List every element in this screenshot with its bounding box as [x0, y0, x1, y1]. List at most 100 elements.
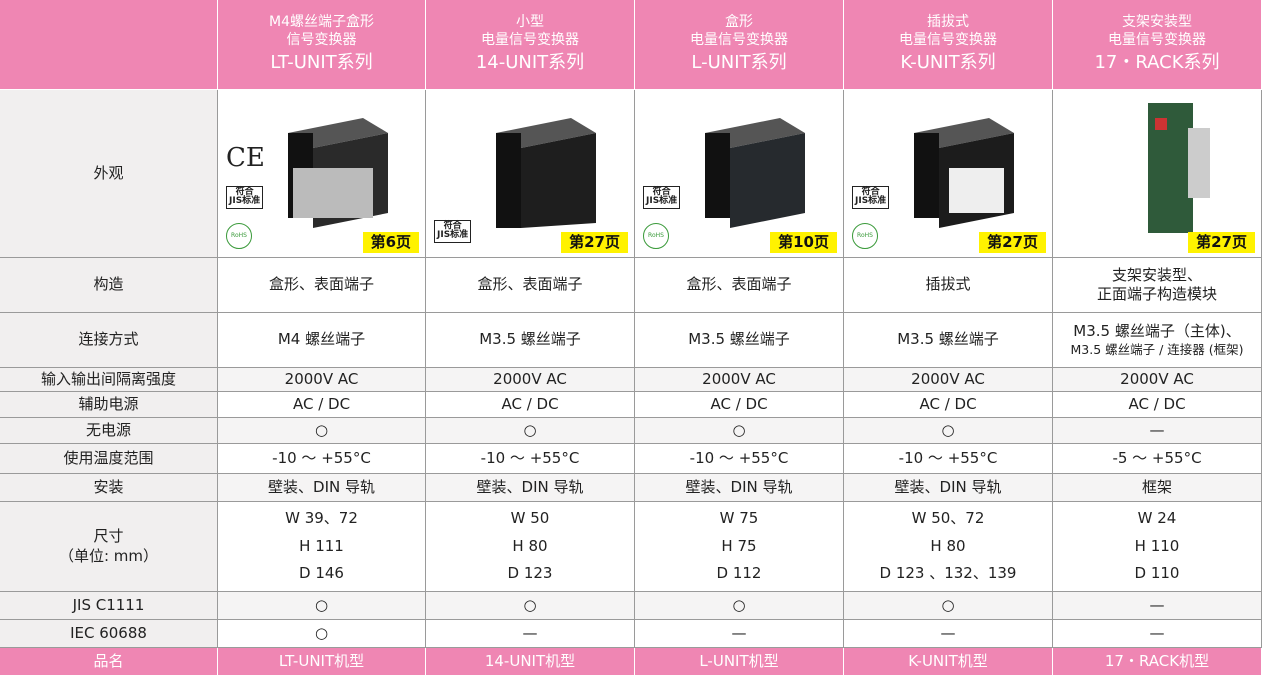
data-cell: -5 ～ +55°C	[1053, 444, 1262, 474]
cell-text: M3.5 螺丝端子（主体)、	[1073, 322, 1241, 341]
label-text: 尺寸	[93, 527, 124, 545]
data-cell: ○	[844, 592, 1053, 620]
column-title: M4螺丝端子盒形	[269, 13, 374, 30]
data-cell: 2000V AC	[218, 368, 426, 392]
cell-text: 2000V AC	[284, 369, 359, 388]
column-series: 17・RACK系列	[1094, 52, 1220, 74]
cell-text: ○	[314, 420, 329, 439]
data-cell: 2000V AC	[635, 368, 844, 392]
data-cell: 壁装、DIN 导轨	[844, 474, 1053, 502]
cell-text: M3.5 螺丝端子	[479, 330, 581, 349]
data-cell: 壁装、DIN 导轨	[635, 474, 844, 502]
cell-text: -10 ～ +55°C	[689, 448, 789, 467]
data-cell: -10 ～ +55°C	[218, 444, 426, 474]
data-cell: 框架	[1053, 474, 1262, 502]
row-label: 使用温度范围	[0, 444, 218, 474]
data-cell: ○	[426, 592, 635, 620]
data-cell: M3.5 螺丝端子	[426, 313, 635, 368]
column-title: 盒形	[725, 13, 753, 30]
cell-text: 壁装、DIN 导轨	[894, 477, 1002, 496]
column-title: 信号变换器	[286, 32, 357, 49]
footer-label: 品名	[0, 648, 218, 676]
cell-text: -5 ～ +55°C	[1112, 448, 1202, 467]
data-cell: 壁装、DIN 导轨	[218, 474, 426, 502]
row-label: 辅助电源	[0, 392, 218, 418]
label-text: 辅助电源	[78, 394, 139, 413]
label-text: JIS C1111	[72, 595, 145, 614]
row-label: 输入输出间隔离强度	[0, 368, 218, 392]
column-title: 电量信号变换器	[1108, 32, 1206, 49]
rohs-mark: RoHS	[852, 223, 878, 249]
cell-text: 壁装、DIN 导轨	[268, 477, 375, 496]
cell-text: -10 ～ +55°C	[272, 448, 371, 467]
cell-text: M3.5 螺丝端子	[897, 330, 999, 349]
column-title: 电量信号变换器	[899, 32, 997, 49]
data-cell: 插拔式	[844, 258, 1053, 313]
footer-cell: L-UNIT机型	[635, 648, 844, 676]
column-title: 电量信号变换器	[481, 32, 579, 49]
page-ref: 第27页	[561, 231, 628, 253]
cell-text: —	[522, 623, 538, 642]
cell-text: D 110	[1134, 564, 1180, 583]
cell-text: ○	[941, 595, 955, 614]
column-header: 小型 电量信号变换器 14-UNIT系列	[426, 0, 635, 90]
data-cell: ○	[635, 592, 844, 620]
cell-text: M3.5 螺丝端子 / 连接器 (框架)	[1070, 341, 1244, 357]
cell-text: 壁装、DIN 导轨	[685, 477, 793, 496]
cell-text: 盒形、表面端子	[477, 275, 583, 294]
data-cell: W 75 H 75 D 112	[635, 502, 844, 592]
cell-text: D 123 、132、139	[879, 564, 1017, 583]
cell-text: H 80	[930, 536, 966, 555]
page-ref: 第6页	[362, 231, 419, 253]
cell-text: —	[1149, 420, 1165, 439]
footer-cell: LT-UNIT机型	[218, 648, 426, 676]
rohs-mark: RoHS	[643, 223, 669, 249]
cell-text: -10 ～ +55°C	[480, 448, 580, 467]
data-cell: AC / DC	[844, 392, 1053, 418]
product-image	[1148, 103, 1210, 233]
row-label: 连接方式	[0, 313, 218, 368]
column-header: M4螺丝端子盒形 信号变换器 LT-UNIT系列	[218, 0, 426, 90]
cell-text: M3.5 螺丝端子	[688, 330, 790, 349]
data-cell: -10 ～ +55°C	[844, 444, 1053, 474]
label-text: 安装	[93, 477, 124, 496]
cell-text: AC / DC	[292, 394, 351, 413]
cell-text: W 24	[1137, 508, 1177, 527]
cell-text: 框架	[1141, 477, 1172, 496]
cell-text: D 146	[299, 564, 344, 583]
cell-text: —	[1149, 595, 1165, 614]
data-cell: ○	[218, 620, 426, 648]
data-cell: M3.5 螺丝端子（主体)、 M3.5 螺丝端子 / 连接器 (框架)	[1053, 313, 1262, 368]
product-image	[288, 118, 388, 228]
row-label: 构造	[0, 258, 218, 313]
column-series: 14-UNIT系列	[475, 52, 585, 74]
data-cell: AC / DC	[1053, 392, 1262, 418]
cell-text: AC / DC	[501, 394, 559, 413]
cell-text: ○	[523, 420, 537, 439]
product-image	[705, 118, 805, 228]
data-cell: 壁装、DIN 导轨	[426, 474, 635, 502]
data-cell: ○	[844, 418, 1053, 444]
jis-text: 符合	[652, 187, 671, 197]
footer-cell: 14-UNIT机型	[426, 648, 635, 676]
jis-badge: 符合 JIS标准	[643, 186, 681, 209]
cell-text: ○	[314, 623, 329, 642]
row-label: 无电源	[0, 418, 218, 444]
model-name: 17・RACK机型	[1104, 651, 1210, 670]
jis-text: JIS标准	[229, 196, 261, 207]
label-text: 构造	[93, 275, 124, 294]
footer-cell: K-UNIT机型	[844, 648, 1053, 676]
column-series: K-UNIT系列	[900, 52, 996, 74]
product-image	[914, 118, 1014, 228]
product-image	[496, 118, 596, 228]
cell-text: 2000V AC	[911, 369, 985, 388]
cell-text: —	[940, 623, 956, 642]
label-text: 输入输出间隔离强度	[40, 369, 176, 388]
data-cell: 盒形、表面端子	[218, 258, 426, 313]
cell-text: ○	[941, 420, 955, 439]
cell-text: 2000V AC	[1120, 369, 1194, 388]
column-title: 电量信号变换器	[690, 32, 788, 49]
jis-text: 符合	[861, 187, 880, 197]
cell-text: ○	[523, 595, 537, 614]
row-label: 尺寸 （单位: mm）	[0, 502, 218, 592]
